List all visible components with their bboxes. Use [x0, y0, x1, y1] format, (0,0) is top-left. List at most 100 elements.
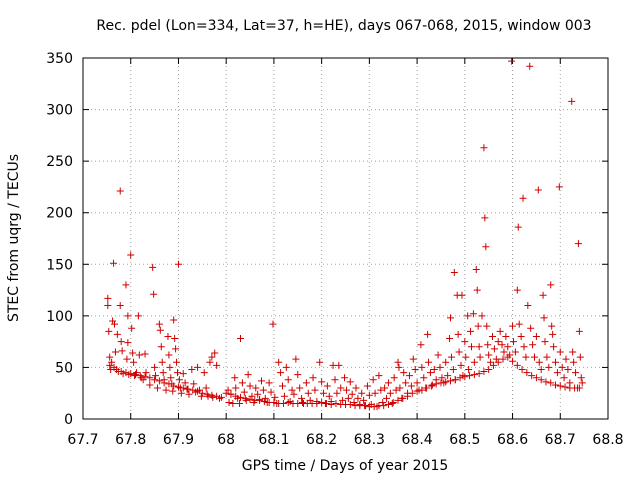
data-point — [174, 260, 182, 268]
data-point — [237, 393, 244, 401]
data-point — [313, 400, 321, 408]
data-point — [130, 358, 138, 366]
data-point — [434, 351, 442, 359]
data-point — [572, 369, 580, 377]
data-point — [426, 369, 434, 377]
data-point — [541, 338, 549, 346]
data-point — [227, 390, 235, 398]
data-point — [106, 353, 114, 361]
data-point — [213, 361, 221, 369]
data-point — [575, 384, 583, 392]
data-point — [575, 327, 583, 335]
data-point — [244, 371, 252, 379]
data-point — [332, 400, 340, 408]
data-point — [519, 194, 527, 202]
data-point — [370, 403, 378, 411]
y-tick-label: 150 — [46, 257, 73, 273]
data-point — [111, 320, 118, 328]
data-point — [164, 332, 172, 340]
data-point — [527, 324, 535, 332]
data-point — [294, 371, 302, 379]
data-point — [430, 365, 438, 373]
data-point — [141, 350, 149, 358]
data-point — [451, 376, 459, 384]
data-point — [446, 335, 454, 343]
data-point — [112, 365, 120, 373]
data-point — [529, 341, 537, 349]
data-point — [569, 348, 577, 356]
data-point — [481, 214, 489, 222]
data-point — [377, 386, 385, 394]
data-point — [188, 365, 196, 373]
data-point — [118, 347, 126, 355]
data-point — [547, 281, 555, 289]
data-point — [348, 390, 356, 398]
data-point — [407, 382, 415, 390]
data-point — [568, 97, 576, 105]
data-point — [296, 384, 304, 392]
x-tick-label: 68.6 — [497, 432, 528, 448]
data-point — [304, 389, 312, 397]
data-point — [511, 348, 519, 356]
data-point — [522, 353, 530, 361]
data-point — [395, 363, 403, 371]
data-point — [537, 376, 545, 384]
data-point — [394, 358, 402, 366]
data-point — [270, 398, 278, 406]
data-point — [279, 382, 286, 390]
x-tick-label: 68.8 — [592, 432, 623, 448]
y-tick-labels: 0 50 100 150 200 250 300 350 — [46, 51, 73, 428]
data-point — [211, 349, 219, 357]
data-point — [369, 376, 377, 384]
y-tick-label: 200 — [46, 206, 73, 222]
data-point — [254, 390, 262, 398]
x-tick-label: 68.5 — [449, 432, 480, 448]
data-point — [260, 397, 268, 405]
data-point — [344, 394, 352, 402]
data-point — [577, 374, 585, 382]
data-point — [167, 374, 175, 382]
data-point — [155, 320, 163, 328]
data-point — [198, 389, 206, 397]
data-point — [494, 358, 502, 366]
data-point — [158, 358, 166, 366]
data-point — [333, 389, 341, 397]
data-point — [206, 358, 214, 366]
data-point — [408, 389, 416, 397]
data-point — [562, 355, 570, 363]
data-point — [150, 290, 158, 298]
data-point — [136, 372, 144, 380]
data-point — [110, 259, 118, 267]
data-point — [555, 183, 563, 191]
data-point — [371, 389, 379, 397]
data-point — [478, 312, 486, 320]
data-point — [156, 326, 164, 334]
data-point — [532, 332, 540, 340]
data-point — [578, 379, 586, 387]
data-point — [146, 381, 154, 389]
data-point — [472, 265, 480, 273]
data-point — [515, 320, 523, 328]
data-point — [311, 386, 319, 394]
data-point — [116, 187, 124, 195]
data-point — [553, 369, 561, 377]
data-point — [490, 345, 498, 353]
data-point — [375, 372, 383, 380]
data-point — [267, 388, 275, 396]
data-point — [508, 57, 516, 65]
data-point — [174, 369, 181, 377]
data-point — [482, 243, 490, 251]
data-point — [494, 338, 502, 346]
x-tick-label: 68.3 — [354, 432, 385, 448]
data-point — [518, 365, 526, 373]
data-point — [160, 379, 168, 387]
data-point — [104, 302, 112, 310]
data-point — [179, 370, 187, 378]
data-point — [236, 400, 244, 408]
data-point — [381, 384, 389, 392]
data-point — [455, 348, 463, 356]
data-point — [292, 355, 300, 363]
data-point — [208, 391, 216, 399]
data-point — [404, 392, 412, 400]
data-point — [179, 384, 187, 392]
